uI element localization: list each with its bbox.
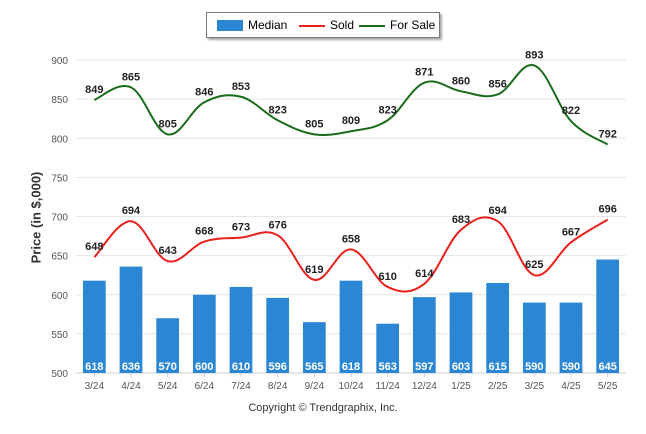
y-tick-label: 800 [51, 134, 68, 145]
median-bar [596, 259, 620, 373]
forsale-value-label: 871 [415, 67, 433, 79]
median-bar-value-label: 636 [122, 361, 140, 373]
x-tick-label: 8/24 [268, 381, 288, 392]
legend-median-swatch [217, 20, 243, 31]
forsale-line [93, 64, 609, 146]
forsale-value-label: 823 [378, 104, 396, 116]
median-bar-value-label: 590 [562, 361, 580, 373]
forsale-value-label: 853 [232, 81, 250, 93]
x-tick-label: 2/25 [488, 381, 508, 392]
median-bar [192, 294, 216, 373]
forsale-value-label: 809 [342, 115, 360, 127]
forsale-value-label: 893 [525, 49, 543, 61]
x-tick-label: 3/24 [85, 381, 105, 392]
median-bar [229, 286, 253, 373]
legend-sold-swatch [299, 25, 325, 27]
x-tick-label: 5/25 [598, 381, 618, 392]
sold-value-label: 614 [415, 268, 434, 280]
y-tick-label: 750 [51, 173, 68, 184]
y-tick-label: 700 [51, 213, 68, 224]
forsale-value-label: 792 [598, 129, 616, 141]
median-bar-value-label: 570 [158, 361, 176, 373]
y-tick-label: 550 [51, 330, 68, 341]
forsale-value-label: 805 [158, 118, 176, 130]
median-bar-value-label: 565 [305, 361, 323, 373]
legend-forsale-swatch [359, 25, 385, 27]
copyright-text: Copyright © Trendgraphix, Inc. [248, 402, 398, 414]
legend: Median Sold For Sale [206, 12, 440, 38]
median-bar [412, 297, 436, 373]
median-bar-value-label: 563 [378, 361, 396, 373]
legend-sold-label: Sold [330, 18, 355, 32]
forsale-value-label: 860 [452, 75, 470, 87]
median-bar [339, 280, 363, 373]
forsale-value-label: 805 [305, 118, 323, 130]
median-bar-value-label: 597 [415, 361, 433, 373]
sold-value-label: 676 [268, 219, 286, 231]
median-bar [82, 280, 106, 373]
x-tick-label: 7/24 [231, 381, 251, 392]
x-tick-label: 1/25 [451, 381, 471, 392]
y-tick-label: 900 [51, 56, 68, 67]
sold-value-label: 683 [452, 214, 470, 226]
x-tick-label: 10/24 [338, 381, 363, 392]
median-bar-value-label: 596 [268, 361, 286, 373]
sold-value-label: 696 [598, 204, 616, 216]
median-bar-value-label: 615 [488, 361, 506, 373]
x-tick-label: 11/24 [376, 381, 401, 392]
forsale-value-label: 823 [268, 104, 286, 116]
sold-value-label: 619 [305, 264, 323, 276]
x-tick-label: 4/25 [561, 381, 581, 392]
sold-value-label: 643 [158, 245, 176, 257]
median-bar-value-label: 610 [232, 361, 250, 373]
legend-median-label: Median [248, 18, 288, 32]
y-tick-label: 650 [51, 252, 68, 263]
forsale-value-label: 849 [85, 84, 103, 96]
median-bar-value-label: 645 [598, 361, 616, 373]
sold-line [93, 216, 609, 293]
sold-value-label: 667 [562, 226, 580, 238]
forsale-value-label: 865 [122, 71, 140, 83]
x-tick-label: 9/24 [305, 381, 325, 392]
median-bar [119, 266, 143, 373]
sold-value-label: 694 [122, 205, 141, 217]
median-bar-value-label: 590 [525, 361, 543, 373]
median-bar [449, 292, 473, 373]
sold-value-label: 694 [488, 205, 507, 217]
x-tick-label: 5/24 [158, 381, 178, 392]
legend-forsale-label: For Sale [390, 18, 436, 32]
sold-value-label: 648 [85, 241, 103, 253]
median-bar-value-label: 618 [342, 361, 360, 373]
sold-value-label: 673 [232, 222, 250, 234]
median-bar [302, 322, 326, 373]
sold-value-label: 610 [378, 271, 396, 283]
x-tick-label: 4/24 [121, 381, 141, 392]
x-tick-label: 6/24 [195, 381, 215, 392]
median-bar-value-label: 603 [452, 361, 470, 373]
y-tick-label: 500 [51, 369, 68, 380]
median-bar [559, 302, 583, 373]
y-tick-label: 600 [51, 291, 68, 302]
sold-value-label: 625 [525, 259, 543, 271]
sold-value-label: 668 [195, 226, 213, 238]
median-bar [376, 323, 400, 373]
y-tick-label: 850 [51, 95, 68, 106]
forsale-value-label: 846 [195, 86, 213, 98]
median-bar [486, 283, 510, 373]
median-bar [156, 318, 180, 373]
forsale-value-label: 822 [562, 105, 580, 117]
y-axis-label: Price (in $,000) [28, 171, 44, 264]
median-bar [266, 297, 290, 373]
median-bar [522, 302, 546, 373]
median-bar-value-label: 618 [85, 361, 103, 373]
sold-value-label: 658 [342, 233, 360, 245]
forsale-value-label: 856 [488, 78, 506, 90]
x-tick-label: 12/24 [412, 381, 437, 392]
x-tick-label: 3/25 [525, 381, 545, 392]
median-bar-value-label: 600 [195, 361, 213, 373]
